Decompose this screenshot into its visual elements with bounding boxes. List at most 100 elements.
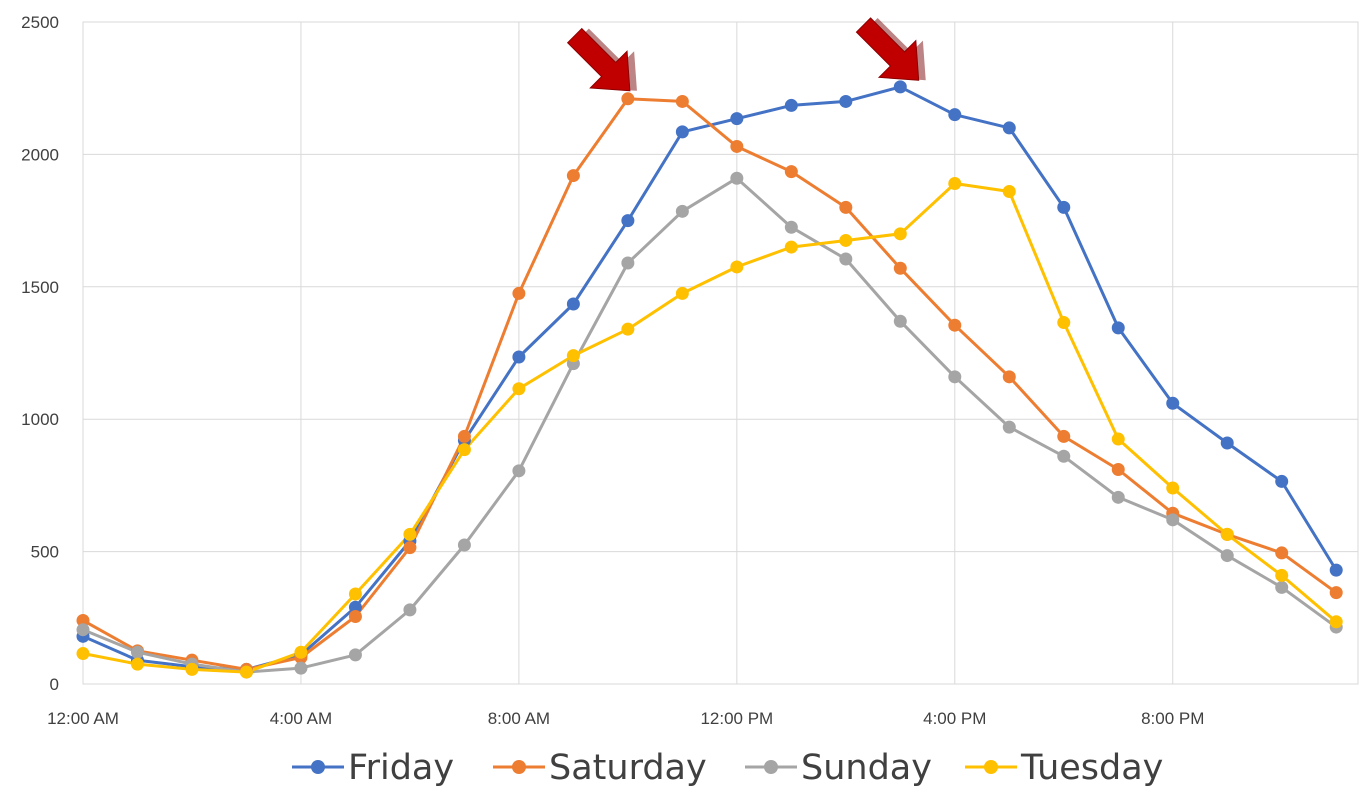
data-point-sunday	[130, 645, 144, 659]
data-point-tuesday	[839, 233, 853, 247]
data-point-tuesday	[1329, 615, 1343, 629]
data-point-tuesday	[403, 527, 417, 541]
legend-swatch-marker	[984, 760, 998, 774]
data-point-sunday	[1111, 490, 1125, 504]
series-line-friday	[82, 85, 1338, 671]
data-point-sunday	[403, 603, 417, 617]
x-tick-label: 4:00 AM	[270, 709, 332, 728]
data-point-friday	[1220, 436, 1234, 450]
grid	[82, 21, 1359, 685]
series-points	[76, 80, 1343, 679]
data-point-friday	[621, 214, 635, 228]
data-point-saturday	[348, 609, 362, 623]
legend-label: Friday	[348, 748, 454, 788]
data-point-saturday	[1057, 429, 1071, 443]
series-line-sunday	[82, 176, 1338, 674]
data-point-friday	[893, 80, 907, 94]
data-point-saturday	[512, 286, 526, 300]
y-tick-label: 1500	[21, 278, 59, 297]
legend: Friday Saturday Sunday Tuesday	[292, 748, 1163, 788]
data-point-sunday	[512, 464, 526, 478]
data-point-sunday	[948, 370, 962, 384]
x-tick-label: 8:00 PM	[1141, 709, 1204, 728]
data-point-friday	[839, 94, 853, 108]
data-point-tuesday	[1220, 527, 1234, 541]
series-line-saturday	[82, 97, 1338, 671]
legend-swatch-marker	[764, 760, 778, 774]
legend-item-tuesday: Tuesday	[965, 748, 1163, 788]
data-point-saturday	[457, 429, 471, 443]
legend-item-sunday: Sunday	[745, 748, 932, 788]
legend-swatch-marker	[512, 760, 526, 774]
data-point-tuesday	[239, 665, 253, 679]
data-point-friday	[784, 98, 798, 112]
data-point-friday	[1329, 563, 1343, 577]
data-point-friday	[675, 125, 689, 139]
data-point-saturday	[730, 139, 744, 153]
data-point-sunday	[457, 538, 471, 552]
data-point-tuesday	[1166, 481, 1180, 495]
x-tick-label: 12:00 PM	[700, 709, 773, 728]
data-point-tuesday	[893, 227, 907, 241]
data-point-sunday	[1002, 420, 1016, 434]
data-point-sunday	[294, 661, 308, 675]
series-line-tuesday	[82, 182, 1338, 674]
data-point-tuesday	[1111, 432, 1125, 446]
annotation-arrow	[566, 27, 637, 92]
data-point-saturday	[1275, 546, 1289, 560]
series-lines	[82, 85, 1338, 674]
data-point-saturday	[784, 165, 798, 179]
data-point-friday	[348, 600, 362, 614]
annotation-arrow	[855, 17, 926, 81]
data-point-tuesday	[130, 657, 144, 671]
data-point-tuesday	[1002, 184, 1016, 198]
y-tick-label: 2500	[21, 13, 59, 32]
data-point-tuesday	[948, 177, 962, 191]
x-tick-label: 8:00 AM	[488, 709, 550, 728]
data-point-tuesday	[185, 662, 199, 676]
data-point-tuesday	[76, 647, 90, 661]
legend-label: Saturday	[549, 748, 707, 788]
annotation-arrows	[566, 17, 926, 92]
data-point-sunday	[1057, 449, 1071, 463]
data-point-tuesday	[457, 443, 471, 457]
legend-swatch-marker	[311, 760, 325, 774]
data-point-tuesday	[730, 260, 744, 274]
data-point-tuesday	[1275, 568, 1289, 582]
data-point-saturday	[1329, 586, 1343, 600]
x-tick-label: 12:00 AM	[47, 709, 119, 728]
data-point-friday	[948, 108, 962, 122]
data-point-friday	[1002, 121, 1016, 135]
data-point-saturday	[1002, 370, 1016, 384]
data-point-sunday	[784, 220, 798, 234]
data-point-sunday	[675, 204, 689, 218]
data-point-friday	[730, 112, 744, 126]
data-point-sunday	[348, 648, 362, 662]
data-point-friday	[1111, 321, 1125, 335]
data-point-sunday	[893, 314, 907, 328]
data-point-friday	[512, 350, 526, 364]
data-point-saturday	[566, 169, 580, 183]
data-point-sunday	[621, 256, 635, 270]
y-tick-label: 500	[31, 543, 59, 562]
data-point-saturday	[675, 94, 689, 108]
y-axis: 0 500 1000 1500 2000 2500	[21, 13, 59, 694]
data-point-sunday	[839, 252, 853, 266]
data-point-sunday	[76, 623, 90, 637]
y-tick-label: 2000	[21, 145, 59, 164]
data-point-saturday	[403, 541, 417, 555]
data-point-tuesday	[348, 587, 362, 601]
data-point-saturday	[621, 92, 635, 106]
data-point-friday	[1057, 200, 1071, 214]
data-point-tuesday	[512, 382, 526, 396]
data-point-tuesday	[784, 240, 798, 254]
data-point-sunday	[1166, 513, 1180, 527]
legend-item-friday: Friday	[292, 748, 454, 788]
data-point-tuesday	[566, 349, 580, 363]
y-tick-label: 0	[50, 675, 59, 694]
data-point-tuesday	[1057, 316, 1071, 330]
data-point-sunday	[730, 171, 744, 185]
data-point-tuesday	[675, 286, 689, 300]
data-point-saturday	[76, 613, 90, 627]
